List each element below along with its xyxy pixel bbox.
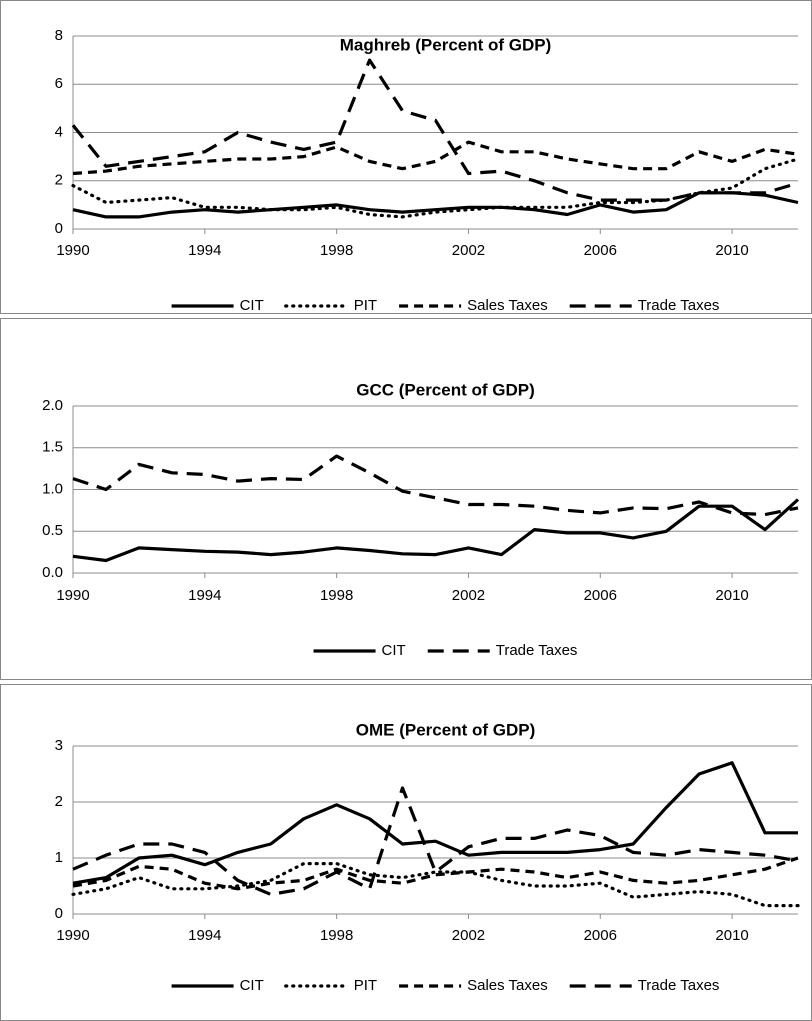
chart-title: Maghreb (Percent of GDP)	[340, 35, 552, 54]
x-tick-label: 2002	[452, 242, 485, 259]
x-tick-label: 1994	[188, 587, 221, 604]
x-tick-label: 1994	[188, 242, 221, 259]
series-line	[72, 140, 799, 176]
legend-label: PIT	[354, 977, 377, 994]
chart: OME (Percent of GDP) 0 1 2 3 1990 1994 1998 2002…	[55, 720, 800, 994]
x-tick-label: 1998	[320, 242, 353, 259]
y-tick-label: 3	[55, 737, 63, 754]
y-tick-label: 2	[55, 172, 63, 189]
x-tick-label: 2006	[584, 587, 617, 604]
chart-panel: GCC (Percent of GDP) 0.0 0.5 1.0 1.5 2.0 1990 1…	[0, 318, 812, 680]
x-tick-label: 2006	[584, 242, 617, 259]
y-tick-label: 0.0	[42, 564, 63, 581]
legend-label: Sales Taxes	[467, 977, 548, 994]
x-tick-label: 1990	[56, 587, 89, 604]
chart: Maghreb (Percent of GDP) 0 2 4 6 8 1990 1994 199…	[55, 27, 800, 313]
series-line	[71, 862, 800, 908]
y-tick-label: 8	[55, 27, 63, 44]
series-line	[72, 856, 799, 891]
x-tick-label: 1998	[320, 587, 353, 604]
x-tick-label: 2006	[584, 927, 617, 944]
x-tick-label: 1994	[188, 927, 221, 944]
x-tick-label: 2010	[715, 587, 748, 604]
series-line	[71, 58, 799, 202]
y-tick-label: 2.0	[42, 397, 63, 414]
legend-label: Sales Taxes	[467, 297, 548, 313]
x-tick-label: 2002	[452, 587, 485, 604]
series-line	[72, 454, 799, 517]
x-tick-label: 1990	[56, 242, 89, 259]
legend-label: PIT	[354, 297, 377, 313]
series-line	[72, 498, 800, 563]
legend-label: Trade Taxes	[496, 642, 578, 659]
y-tick-label: 4	[55, 123, 63, 140]
y-tick-label: 2	[55, 793, 63, 810]
x-tick-label: 1998	[320, 927, 353, 944]
legend-label: CIT	[382, 642, 406, 659]
x-tick-label: 2002	[452, 927, 485, 944]
y-tick-label: 0	[55, 220, 63, 237]
series-line	[71, 157, 800, 219]
y-tick-label: 1.0	[42, 480, 63, 497]
series-line	[72, 191, 799, 219]
series-line	[72, 761, 798, 885]
legend-label: Trade Taxes	[638, 297, 720, 313]
legend-label: CIT	[240, 297, 264, 313]
chart: GCC (Percent of GDP) 0.0 0.5 1.0 1.5 2.0 1990 1…	[42, 380, 800, 659]
chart-title: OME (Percent of GDP)	[356, 720, 535, 739]
y-tick-label: 1.5	[42, 439, 63, 456]
series-line	[72, 786, 799, 896]
x-tick-label: 2010	[715, 242, 748, 259]
y-tick-label: 0	[55, 905, 63, 922]
chart-title: GCC (Percent of GDP)	[356, 380, 535, 399]
chart-panel: OME (Percent of GDP) 0 1 2 3 1990 1994 1998 2002…	[0, 684, 812, 1021]
y-tick-label: 6	[55, 75, 63, 92]
y-tick-label: 0.5	[42, 522, 63, 539]
x-tick-label: 2010	[715, 927, 748, 944]
chart-panel: Maghreb (Percent of GDP) 0 2 4 6 8 1990 1994 199…	[0, 0, 812, 314]
y-tick-label: 1	[55, 849, 63, 866]
x-tick-label: 1990	[56, 927, 89, 944]
legend-label: Trade Taxes	[638, 977, 720, 994]
legend-label: CIT	[240, 977, 264, 994]
